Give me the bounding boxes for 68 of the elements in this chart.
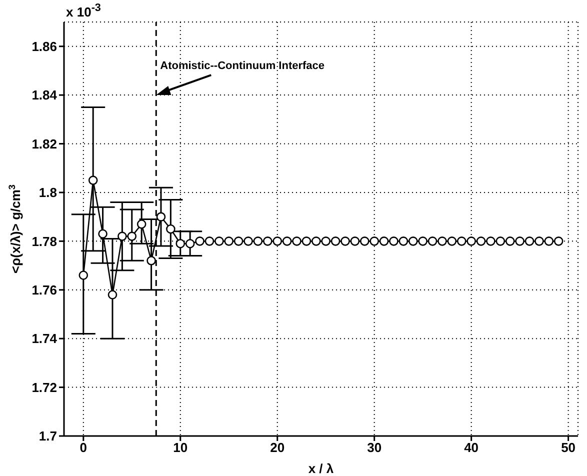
point	[204, 236, 214, 246]
x-tick-label: 50	[561, 440, 576, 456]
point	[176, 238, 186, 248]
point	[78, 270, 88, 280]
x-tick-label: 10	[173, 440, 188, 456]
point	[234, 236, 244, 246]
point	[496, 236, 506, 246]
point	[389, 236, 398, 246]
point	[544, 236, 554, 246]
y-tick-label: 1.78	[32, 234, 57, 249]
point	[505, 236, 515, 246]
x-tick-label: 40	[464, 440, 479, 456]
point	[466, 236, 476, 246]
y-tick-label: 1.82	[32, 136, 57, 152]
point	[108, 290, 118, 300]
point	[195, 236, 204, 246]
point	[282, 236, 292, 246]
point	[214, 236, 224, 246]
point	[156, 212, 166, 222]
point	[534, 236, 544, 246]
y-tick-label: 1.8	[38, 185, 57, 200]
point	[253, 236, 263, 246]
point	[118, 232, 127, 241]
y-tick-label: 1.84	[32, 88, 58, 103]
x-tick-label: 30	[367, 440, 382, 456]
point	[360, 236, 370, 246]
point	[312, 236, 321, 246]
point	[428, 236, 438, 246]
y-tick-label: 1.74	[32, 331, 58, 346]
point	[379, 236, 389, 246]
point	[340, 236, 350, 246]
y-tick-label: 1.7	[38, 428, 57, 444]
point	[272, 236, 282, 246]
point	[554, 236, 564, 246]
y-tick-label: 1.72	[32, 380, 57, 395]
x-tick-label: 0	[80, 440, 88, 456]
text: x 10$^{-3}$	[66, 2, 101, 20]
point	[398, 236, 408, 246]
point	[136, 219, 146, 229]
point	[98, 229, 108, 239]
point	[127, 232, 137, 241]
point	[330, 236, 340, 246]
point	[524, 236, 534, 246]
point	[370, 236, 379, 246]
point	[224, 236, 234, 246]
point	[515, 236, 524, 246]
x-tick-label: 20	[270, 440, 285, 456]
point	[185, 238, 195, 248]
point	[244, 236, 253, 246]
point	[438, 236, 447, 246]
point	[418, 236, 428, 246]
point	[408, 236, 418, 246]
point	[456, 236, 466, 246]
point	[350, 236, 360, 246]
point	[486, 236, 496, 246]
point	[88, 176, 98, 185]
annotation: Atomistic--Continuum Interface	[160, 60, 325, 72]
point	[321, 236, 330, 246]
point	[476, 236, 486, 246]
point	[447, 236, 457, 246]
point	[292, 236, 302, 246]
y-tick-label: 1.86	[32, 38, 57, 54]
point	[166, 224, 176, 234]
point	[302, 236, 312, 246]
point	[263, 236, 272, 246]
y-tick-label: 1.76	[32, 282, 57, 298]
x-axis-title: x / λ	[308, 461, 334, 476]
point	[146, 256, 156, 266]
